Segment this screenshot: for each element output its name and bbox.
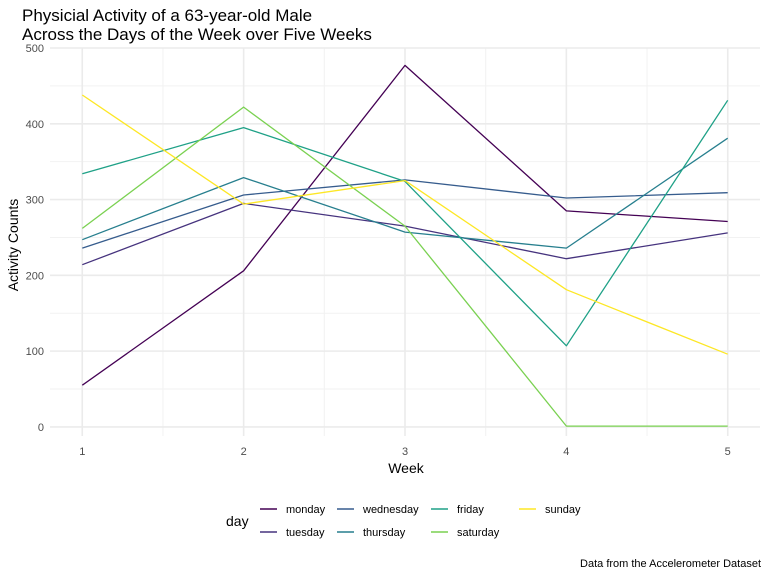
y-tick-label: 400 — [26, 119, 44, 131]
legend-label-sunday: sunday — [545, 504, 581, 516]
y-axis-title: Activity Counts — [5, 199, 21, 292]
legend-label-wednesday: wednesday — [362, 504, 419, 516]
series-line-wednesday — [82, 179, 728, 249]
series-line-saturday — [81, 106, 728, 427]
series-line-monday — [81, 64, 728, 386]
x-tick-label: 1 — [79, 446, 85, 458]
chart-caption: Data from the Accelerometer Dataset — [580, 558, 761, 570]
legend-item-saturday: saturday — [431, 527, 500, 539]
legend-item-friday: friday — [431, 504, 484, 516]
x-axis-title: Week — [388, 460, 425, 476]
legend: monday tuesday wednesday thursday friday satu… — [260, 504, 581, 539]
x-axis-ticks: 1 2 3 4 5 — [79, 446, 731, 458]
legend-item-sunday: sunday — [519, 504, 581, 516]
major-gridlines — [50, 47, 760, 436]
legend-item-monday: monday — [260, 504, 326, 516]
y-tick-label: 500 — [26, 43, 44, 55]
chart-title-line-1: Physicial Activity of a 63-year-old Male — [22, 6, 312, 25]
chart-title-line-2: Across the Days of the Week over Five We… — [22, 25, 372, 44]
legend-item-wednesday: wednesday — [337, 504, 419, 516]
y-tick-label: 200 — [26, 270, 44, 282]
legend-label-monday: monday — [286, 504, 326, 516]
series-line-thursday — [82, 137, 729, 249]
legend-label-thursday: thursday — [363, 527, 406, 539]
x-tick-label: 3 — [402, 446, 408, 458]
y-axis-ticks: 0 100 200 300 400 500 — [26, 43, 44, 434]
y-tick-label: 300 — [26, 195, 44, 207]
chart-title: Physicial Activity of a 63-year-old Male… — [22, 6, 372, 44]
legend-title: day — [226, 513, 249, 529]
x-tick-label: 2 — [241, 446, 247, 458]
legend-label-saturday: saturday — [457, 527, 500, 539]
legend-item-thursday: thursday — [337, 527, 406, 539]
legend-label-friday: friday — [457, 504, 484, 516]
y-tick-label: 100 — [26, 346, 44, 358]
series-line-sunday — [81, 94, 728, 355]
series-lines — [81, 64, 729, 427]
legend-item-tuesday: tuesday — [260, 527, 325, 539]
x-tick-label: 4 — [563, 446, 569, 458]
series-line-friday — [82, 99, 729, 347]
y-tick-label: 0 — [38, 422, 44, 434]
x-tick-label: 5 — [725, 446, 731, 458]
legend-label-tuesday: tuesday — [286, 527, 325, 539]
